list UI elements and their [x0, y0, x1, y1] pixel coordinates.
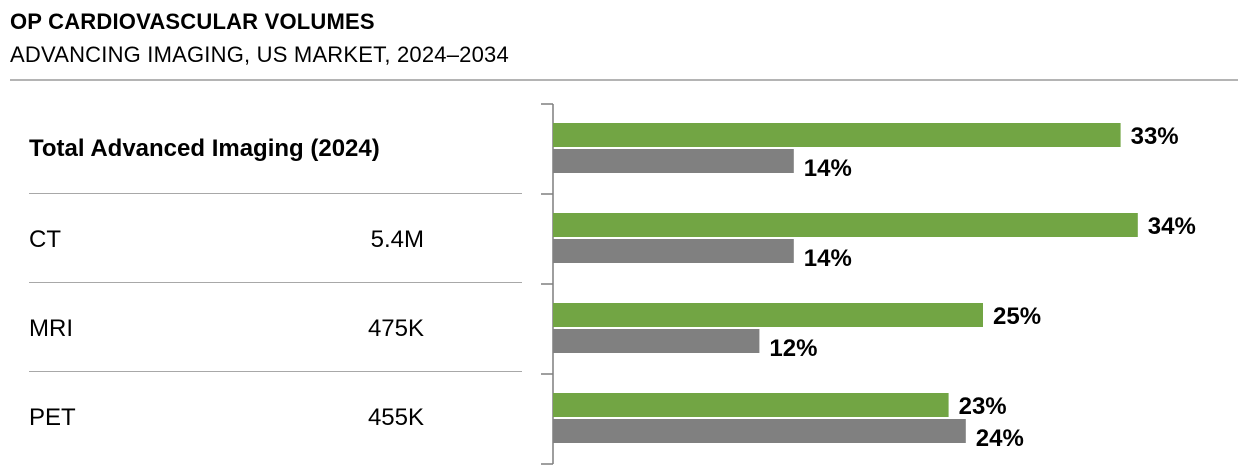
bar-gray-1 [553, 239, 794, 263]
bar-label-green-1: 34% [1148, 213, 1196, 240]
bar-green-1 [553, 213, 1138, 237]
bar-gray-2 [553, 329, 760, 353]
row-divider [29, 282, 522, 283]
bar-label-gray-3: 24% [976, 425, 1024, 452]
bar-label-green-2: 25% [993, 303, 1041, 330]
row-divider [29, 371, 522, 372]
bar-label-gray-2: 12% [769, 335, 817, 362]
bar-label-gray-1: 14% [804, 245, 852, 272]
bar-green-2 [553, 303, 983, 327]
chart-subtitle: ADVANCING IMAGING, US MARKET, 2024–2034 [10, 42, 509, 67]
row-divider [29, 193, 522, 194]
row-label-ct: CT [29, 226, 61, 253]
row-label-mri: MRI [29, 315, 73, 342]
bar-gray-0 [553, 149, 794, 173]
bar-green-0 [553, 123, 1121, 147]
bar-gray-3 [553, 419, 966, 443]
bar-label-green-3: 23% [959, 393, 1007, 420]
table-header: Total Advanced Imaging (2024) [29, 135, 380, 162]
row-value-pet: 455K [367, 404, 424, 431]
bar-green-3 [553, 393, 949, 417]
bar-label-green-0: 33% [1131, 123, 1179, 150]
chart-title: OP CARDIOVASCULAR VOLUMES [10, 9, 375, 34]
header-divider [10, 79, 1238, 81]
row-value-ct: 5.4M [370, 226, 424, 253]
row-label-pet: PET [29, 404, 76, 431]
row-value-mri: 475K [367, 315, 424, 342]
bar-label-gray-0: 14% [804, 155, 852, 182]
